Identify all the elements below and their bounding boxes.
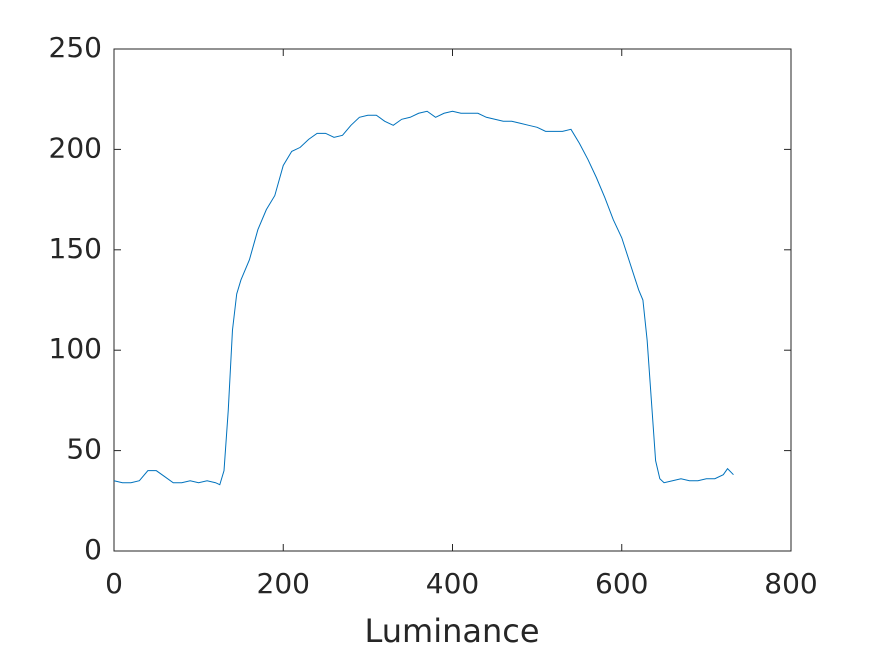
x-tick-label: 800 <box>764 567 817 600</box>
x-tick-label: 200 <box>257 567 310 600</box>
y-tick-label: 150 <box>49 232 102 265</box>
line <box>113 110 734 486</box>
y-tick-label: 200 <box>49 131 102 164</box>
x-axis-label: Luminance <box>364 612 539 650</box>
x-tick-label: 600 <box>595 567 648 600</box>
plot-area <box>113 48 792 552</box>
y-tick-label: 250 <box>49 31 102 64</box>
y-tick-label: 50 <box>66 433 102 466</box>
y-tick-label: 0 <box>84 533 102 566</box>
x-tick-label: 0 <box>105 567 123 600</box>
y-tick-label: 100 <box>49 332 102 365</box>
x-tick-label: 400 <box>426 567 479 600</box>
